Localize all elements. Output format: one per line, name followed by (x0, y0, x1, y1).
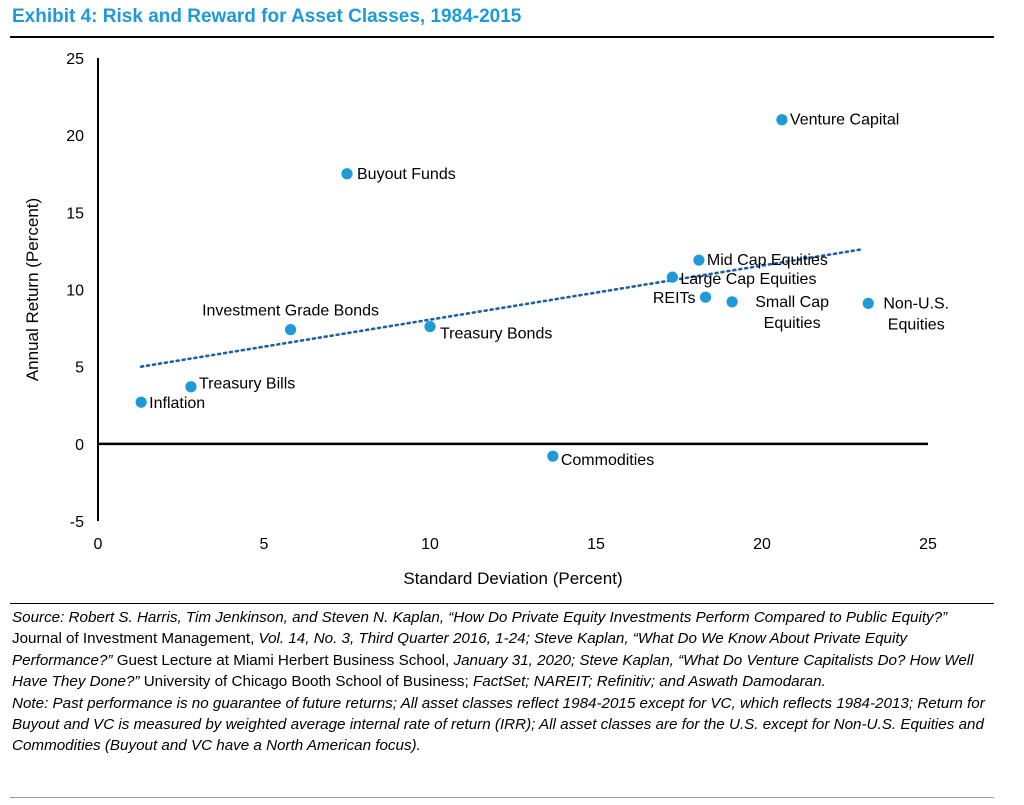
x-tick-label: 5 (260, 536, 269, 553)
source-notes: Source: Robert S. Harris, Tim Jenkinson,… (12, 607, 997, 757)
data-point (135, 396, 147, 408)
point-label: Small Cap (755, 294, 829, 311)
labels-group: Inflation Treasury Bills Investment Grade … (149, 112, 949, 469)
point-label: REITs (653, 290, 696, 307)
x-tick-label: 15 (587, 536, 605, 553)
top-divider (10, 36, 994, 38)
source-date: January 31, 2020; Steve Kaplan, “What Do… (12, 651, 974, 691)
point-label: Buyout Funds (357, 166, 456, 183)
point-label: Treasury Bills (199, 376, 295, 393)
note-text: Note: Past performance is no guarantee o… (12, 694, 985, 755)
source-lecture: Guest Lecture at Miami Herbert Business … (116, 651, 450, 669)
point-label: Large Cap Equities (680, 271, 816, 288)
y-tick-label: 5 (75, 360, 84, 377)
point-label: Commodities (561, 452, 654, 469)
chart-axes: -5 0 5 10 15 20 25 0 5 10 15 20 25 (66, 51, 937, 553)
data-point (547, 450, 559, 462)
point-label: Equities (888, 316, 945, 333)
data-point (284, 324, 297, 336)
data-point (185, 381, 197, 393)
points-group (135, 114, 874, 462)
point-label: Investment Grade Bonds (202, 303, 379, 320)
y-tick-label: -5 (70, 514, 84, 531)
x-tick-label: 20 (753, 536, 771, 553)
trendline (139, 248, 863, 368)
x-tick-label: 25 (919, 536, 937, 553)
scatter-chart: -5 0 5 10 15 20 25 0 5 10 15 20 25 Inflation Treasury… (23, 51, 949, 588)
x-tick-label: 0 (94, 536, 103, 553)
data-point (776, 114, 788, 126)
x-axis-label: Standard Deviation (Percent) (403, 569, 622, 588)
point-label: Non-U.S. (883, 295, 949, 312)
y-tick-label: 0 (75, 437, 84, 454)
source-university: University of Chicago Booth School of Bu… (143, 673, 469, 691)
source-tail: FactSet; NAREIT; Refinitiv; and Aswath D… (472, 673, 826, 691)
data-point (693, 254, 705, 266)
source-divider (10, 603, 994, 604)
exhibit-title: Exhibit 4: Risk and Reward for Asset Cla… (12, 6, 522, 27)
trendline-group (139, 248, 863, 368)
data-point (726, 296, 738, 308)
data-point (862, 297, 874, 309)
source-volume: Vol. 14, No. 3, Third Quarter 2016, 1-24… (12, 630, 908, 669)
source-journal: Journal of Investment Management, (12, 630, 255, 648)
point-label: Mid Cap Equities (707, 252, 828, 269)
data-point (424, 320, 436, 333)
y-axis-label: Annual Return (Percent) (23, 198, 42, 381)
note-paragraph: Note: Past performance is no guarantee o… (12, 693, 997, 757)
point-label: Equities (764, 315, 821, 332)
y-tick-label: 10 (66, 283, 84, 300)
point-label: Venture Capital (790, 112, 899, 129)
source-paragraph: Source: Robert S. Harris, Tim Jenkinson,… (12, 607, 997, 693)
bottom-divider (10, 797, 994, 798)
point-label: Treasury Bonds (440, 326, 552, 343)
point-label: Inflation (149, 395, 205, 412)
y-tick-label: 20 (66, 128, 84, 145)
x-tick-label: 10 (421, 536, 439, 553)
y-tick-label: 15 (66, 205, 84, 222)
data-point (699, 291, 712, 303)
source-label: Source: (12, 609, 65, 626)
data-point (666, 271, 678, 283)
y-tick-label: 25 (66, 51, 84, 68)
source-authors: Robert S. Harris, Tim Jenkinson, and Ste… (68, 609, 948, 626)
data-point (341, 168, 353, 180)
